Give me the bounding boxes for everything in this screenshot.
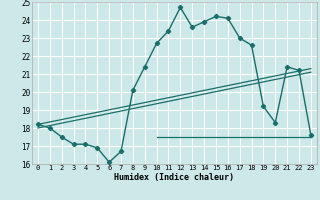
- X-axis label: Humidex (Indice chaleur): Humidex (Indice chaleur): [115, 173, 234, 182]
